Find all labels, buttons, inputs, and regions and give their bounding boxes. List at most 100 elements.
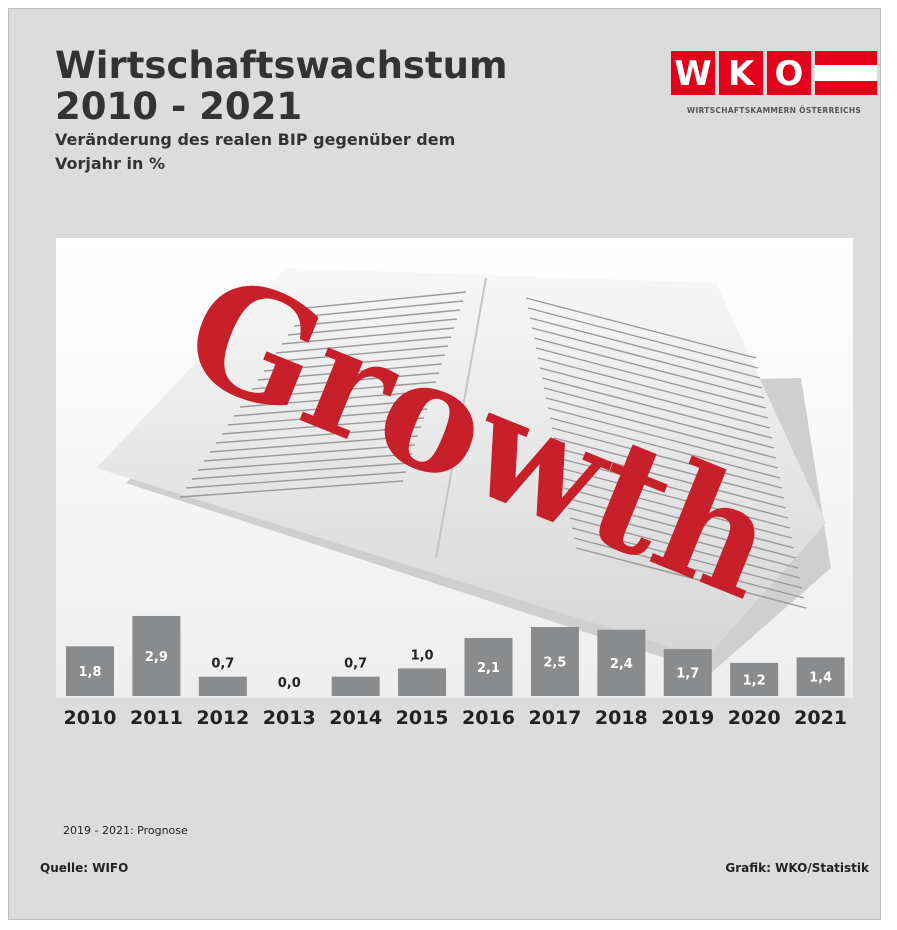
page-subtitle: Veränderung des realen BIP gegenüber dem…: [55, 130, 456, 173]
print-line: [251, 372, 440, 390]
bar-2018: [597, 629, 646, 696]
print-line: [179, 480, 404, 498]
bar-2017: [530, 627, 579, 696]
bar-2015: [398, 668, 447, 696]
print-line: [567, 507, 799, 569]
print-line: [537, 357, 769, 419]
print-line: [575, 547, 807, 609]
print-line: [293, 309, 461, 327]
value-label-2020: 1,2: [743, 673, 766, 688]
source-label: Quelle: WIFO: [40, 861, 129, 875]
newspaper-fold-crease: [435, 277, 487, 559]
year-label-2015: 2015: [396, 707, 449, 729]
print-line: [557, 457, 789, 519]
print-line: [275, 336, 452, 354]
logo-caption: WIRTSCHAFTSKAMMERN ÖSTERREICHS: [686, 106, 862, 115]
print-line: [203, 444, 416, 462]
year-label-2010: 2010: [64, 707, 117, 729]
print-line: [239, 390, 434, 408]
print-line: [209, 435, 419, 453]
title-line-2: 2010 - 2021: [55, 85, 303, 128]
credit-label: Grafik: WKO/Statistik: [725, 861, 869, 875]
print-line: [573, 537, 805, 599]
wko-logo: W K O: [671, 51, 877, 95]
print-line: [561, 477, 793, 539]
value-label-2016: 2,1: [477, 661, 500, 676]
print-line: [565, 497, 797, 559]
bar-2019: [663, 649, 712, 696]
print-line: [555, 447, 787, 509]
value-label-2015: 1,0: [411, 648, 434, 663]
year-label-2014: 2014: [329, 707, 382, 729]
logo-letter-o: O: [775, 54, 804, 94]
value-label-2010: 1,8: [78, 665, 101, 680]
print-line: [563, 487, 795, 549]
year-label-2019: 2019: [661, 707, 714, 729]
logo-letter-w: W: [674, 54, 712, 94]
newspaper-print-lines: [179, 291, 807, 609]
forecast-note: 2019 - 2021: Prognose: [63, 824, 188, 837]
newspaper-folded-sheet: [96, 268, 826, 658]
bar-2014: [331, 676, 380, 696]
year-label-2012: 2012: [196, 707, 249, 729]
newspaper-illustration: Growth: [56, 238, 853, 698]
logo-box-o: [767, 51, 811, 95]
logo-box-k: [719, 51, 763, 95]
print-line: [551, 427, 783, 489]
print-line: [549, 417, 781, 479]
year-label-2018: 2018: [595, 707, 648, 729]
print-line: [257, 363, 443, 381]
bar-2010: [66, 646, 114, 696]
logo-box-w: [671, 51, 715, 95]
print-line: [185, 471, 407, 489]
print-line: [263, 354, 446, 372]
year-label-2017: 2017: [528, 707, 581, 729]
bars-layer: [66, 615, 845, 696]
bar-2016: [464, 638, 513, 696]
value-label-2014: 0,7: [344, 657, 367, 672]
print-line: [299, 300, 464, 318]
print-line: [245, 381, 437, 399]
value-labels-layer: 1,8 2,9 0,7 0,0 0,7 1,0 2,1 2,5 2,4 1,7 1,2 1,4: [78, 648, 832, 691]
print-line: [233, 399, 431, 417]
value-label-2019: 1,7: [676, 667, 699, 682]
year-label-2011: 2011: [130, 707, 183, 729]
year-labels-layer: 2010 2011 2012 2013 2014 2015 2016 2017 2018 2019…: [64, 707, 847, 729]
print-line: [191, 462, 410, 480]
bar-2021: [796, 657, 845, 696]
value-label-2013: 0,0: [278, 676, 301, 691]
growth-bar-chart: 1,8 2,9 0,7 0,0 0,7 1,0 2,1 2,5 2,4 1,7 1,2 1,4 201…: [64, 615, 847, 729]
print-line: [527, 307, 759, 369]
year-label-2020: 2020: [728, 707, 781, 729]
print-line: [571, 527, 803, 589]
print-line: [539, 367, 771, 429]
value-label-2011: 2,9: [145, 650, 168, 665]
print-line: [529, 317, 761, 379]
print-line: [545, 397, 777, 459]
bar-2012: [198, 676, 247, 696]
print-line: [569, 517, 801, 579]
bar-2011: [132, 615, 181, 696]
austrian-flag-icon: [815, 51, 877, 95]
year-label-2016: 2016: [462, 707, 515, 729]
print-line: [543, 387, 775, 449]
print-line: [305, 291, 467, 309]
print-line: [535, 347, 767, 409]
print-line: [531, 327, 763, 389]
print-line: [559, 467, 791, 529]
year-label-2021: 2021: [794, 707, 847, 729]
print-line: [281, 327, 455, 345]
print-line: [215, 426, 422, 444]
logo-letter-k: K: [728, 54, 756, 94]
print-line: [541, 377, 773, 439]
print-line: [269, 345, 449, 363]
value-label-2018: 2,4: [610, 657, 633, 672]
print-line: [221, 417, 425, 435]
value-label-2012: 0,7: [211, 657, 234, 672]
print-line: [533, 337, 765, 399]
page-title: Wirtschaftswachstum 2010 - 2021: [55, 45, 508, 127]
bar-2020: [730, 662, 779, 696]
print-line: [525, 297, 757, 359]
print-line: [547, 407, 779, 469]
print-line: [553, 437, 785, 499]
